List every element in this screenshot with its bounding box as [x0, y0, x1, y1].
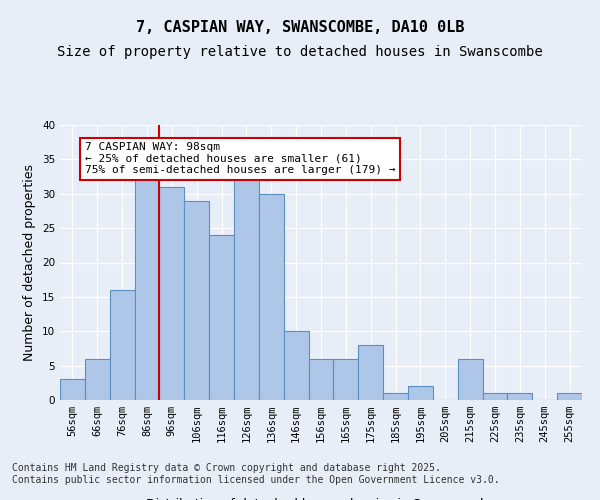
Bar	[184, 200, 209, 400]
Bar	[284, 331, 308, 400]
Bar	[259, 194, 284, 400]
Bar	[60, 380, 85, 400]
Bar	[160, 187, 184, 400]
Bar	[85, 359, 110, 400]
Bar	[383, 393, 408, 400]
Text: Contains HM Land Registry data © Crown copyright and database right 2025.
Contai: Contains HM Land Registry data © Crown c…	[12, 464, 500, 485]
X-axis label: Distribution of detached houses by size in Swanscombe: Distribution of detached houses by size …	[146, 498, 496, 500]
Bar	[458, 359, 482, 400]
Bar	[308, 359, 334, 400]
Bar	[557, 393, 582, 400]
Text: 7 CASPIAN WAY: 98sqm
← 25% of detached houses are smaller (61)
75% of semi-detac: 7 CASPIAN WAY: 98sqm ← 25% of detached h…	[85, 142, 395, 176]
Bar	[334, 359, 358, 400]
Bar	[508, 393, 532, 400]
Bar	[358, 345, 383, 400]
Bar	[134, 173, 160, 400]
Bar	[408, 386, 433, 400]
Text: Size of property relative to detached houses in Swanscombe: Size of property relative to detached ho…	[57, 45, 543, 59]
Bar	[234, 173, 259, 400]
Bar	[482, 393, 508, 400]
Text: 7, CASPIAN WAY, SWANSCOMBE, DA10 0LB: 7, CASPIAN WAY, SWANSCOMBE, DA10 0LB	[136, 20, 464, 35]
Bar	[209, 235, 234, 400]
Bar	[110, 290, 134, 400]
Y-axis label: Number of detached properties: Number of detached properties	[23, 164, 37, 361]
